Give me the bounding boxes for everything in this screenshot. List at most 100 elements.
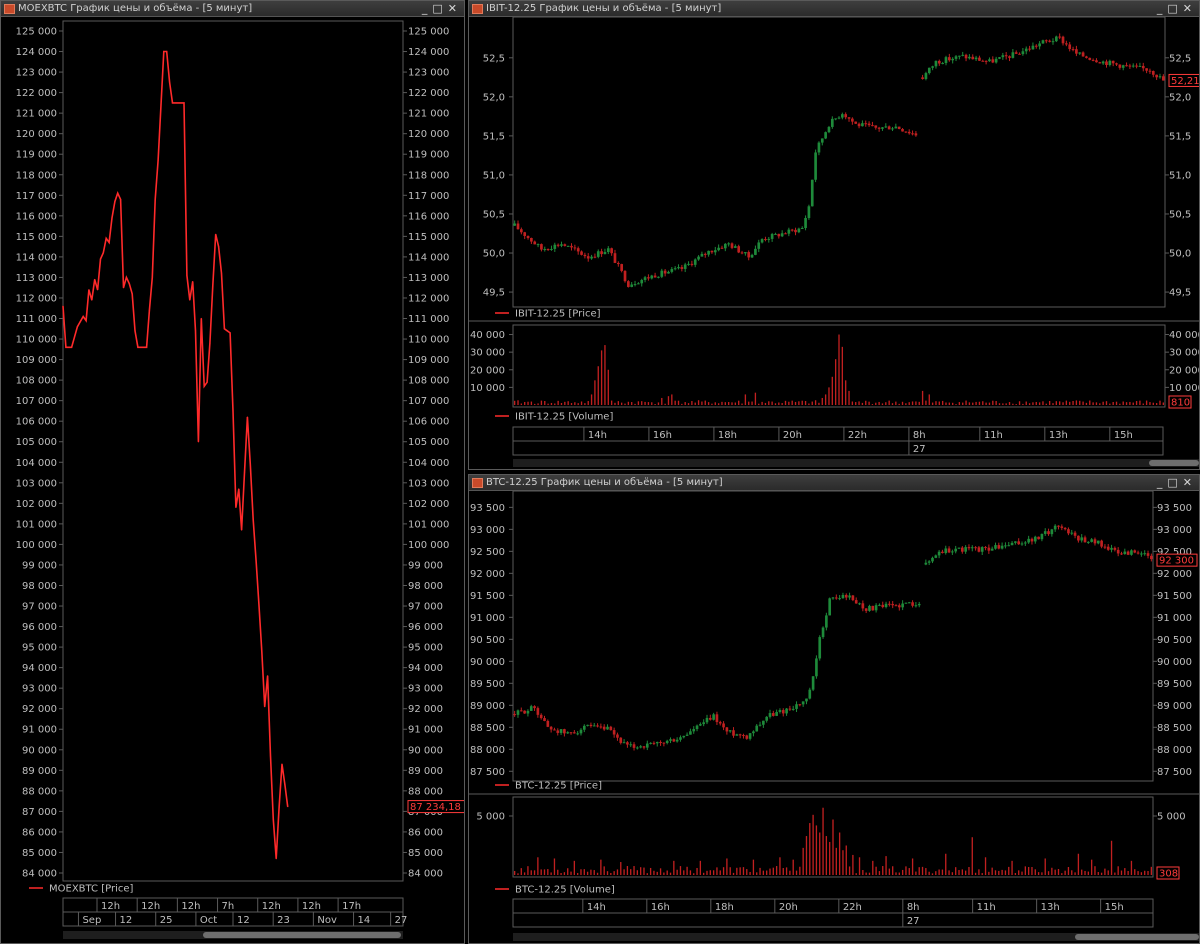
volume-bar xyxy=(1057,868,1060,875)
candle-body xyxy=(560,244,563,246)
moex-price-point xyxy=(249,463,251,465)
volume-bar xyxy=(1072,400,1074,405)
volume-bar xyxy=(673,860,675,875)
candle-body xyxy=(570,245,573,248)
volume-bar xyxy=(779,857,781,875)
volume-bar xyxy=(540,869,542,875)
candle-body xyxy=(1110,547,1113,550)
y-tick-label: 92 500 xyxy=(470,547,505,558)
volume-bar xyxy=(1067,867,1070,875)
volume-bar xyxy=(712,870,715,875)
candle-body xyxy=(725,727,729,732)
candle-body xyxy=(801,701,805,705)
moex-titlebar[interactable]: MOEXBTC График цены и объёма - [5 минут]… xyxy=(1,1,464,17)
moex-title: MOEXBTC График цены и объёма - [5 минут] xyxy=(18,3,253,14)
candle-body xyxy=(784,233,787,235)
volume-bar xyxy=(778,402,780,405)
minimize-icon[interactable]: _ xyxy=(421,2,433,15)
moex-price-point xyxy=(94,278,96,281)
scrollbar-thumb[interactable] xyxy=(1075,934,1199,940)
minimize-icon[interactable]: _ xyxy=(1156,2,1168,15)
volume-bar xyxy=(1065,400,1068,405)
close-icon[interactable]: ✕ xyxy=(1182,2,1197,15)
candle-body xyxy=(815,658,818,677)
scrollbar-thumb[interactable] xyxy=(203,932,401,938)
volume-bar xyxy=(788,401,790,405)
y-tick-label: 87 500 xyxy=(470,767,505,778)
volume-bar xyxy=(812,814,814,875)
volume-bar xyxy=(1045,403,1047,405)
candle-body xyxy=(1080,537,1084,541)
close-icon[interactable]: ✕ xyxy=(1182,476,1197,489)
ibit-chart[interactable]: 49,5 49,5 50,0 50,0 50,5 50,5 51,0 51,0 51,5 51,5… xyxy=(469,17,1199,469)
volume-bar xyxy=(815,825,818,875)
candle-body xyxy=(1083,537,1087,543)
candle-body xyxy=(954,56,958,59)
candle-body xyxy=(937,551,941,556)
candle-body xyxy=(750,254,754,258)
moex-chart[interactable]: 84 000 84 000 85 000 85 000 86 000 86 000 87 0… xyxy=(1,17,464,943)
minimize-icon[interactable]: _ xyxy=(1156,476,1168,489)
moex-price-point xyxy=(235,506,237,509)
volume-bar xyxy=(835,847,837,875)
candle-body xyxy=(693,259,697,265)
volume-bar xyxy=(961,869,963,875)
time-axis-date-label: 12 xyxy=(120,915,133,926)
candle-body xyxy=(804,217,807,228)
maximize-icon[interactable]: □ xyxy=(1167,2,1183,15)
candle-body xyxy=(639,746,642,748)
moex-price-point xyxy=(192,280,194,283)
ibit-titlebar[interactable]: IBIT-12.25 График цены и объёма - [5 мин… xyxy=(469,1,1199,17)
y-tick-label: 120 000 xyxy=(408,129,449,140)
candle-body xyxy=(911,602,914,606)
volume-bar xyxy=(809,823,811,875)
volume-bar xyxy=(945,402,947,405)
candle-body xyxy=(616,734,619,738)
y-tick-label: 91 000 xyxy=(470,613,505,624)
close-icon[interactable]: ✕ xyxy=(447,2,462,15)
volume-bar xyxy=(918,401,920,405)
volume-bar xyxy=(794,401,797,405)
volume-bar xyxy=(527,866,529,875)
moex-window[interactable]: MOEXBTC График цены и объёма - [5 минут]… xyxy=(0,0,465,944)
moex-price-point xyxy=(131,293,133,295)
maximize-icon[interactable]: □ xyxy=(432,2,448,15)
volume-bar xyxy=(1002,403,1004,405)
volume-bar xyxy=(659,868,662,875)
volume-bar xyxy=(766,870,768,875)
moex-price-point xyxy=(186,274,188,276)
candle-body xyxy=(1071,49,1075,51)
y-tick-label: 118 000 xyxy=(408,170,449,181)
moex-horizontal-scrollbar[interactable] xyxy=(63,931,403,939)
candle-body xyxy=(774,233,777,235)
maximize-icon[interactable]: □ xyxy=(1167,476,1183,489)
candle-body xyxy=(874,125,878,128)
moex-price-point xyxy=(145,346,148,348)
y-tick-label: 91 000 xyxy=(408,725,443,736)
moex-price-point xyxy=(200,317,202,320)
candle-body xyxy=(830,118,834,127)
ibit-horizontal-scrollbar[interactable] xyxy=(513,459,1199,467)
moex-price-point xyxy=(148,309,151,311)
volume-bar xyxy=(1042,401,1044,405)
candle-body xyxy=(771,713,775,716)
volume-bar xyxy=(955,867,957,875)
y-tick-label: 97 000 xyxy=(22,602,57,613)
scrollbar-thumb[interactable] xyxy=(1149,460,1199,466)
btc-titlebar[interactable]: BTC-12.25 График цены и объёма - [5 мину… xyxy=(469,475,1199,491)
volume-bar xyxy=(587,401,589,405)
volume-bar xyxy=(647,402,650,405)
y-tick-label: 94 000 xyxy=(22,663,57,674)
ibit-window[interactable]: IBIT-12.25 График цены и объёма - [5 мин… xyxy=(468,0,1200,470)
btc-horizontal-scrollbar[interactable] xyxy=(513,933,1199,941)
volume-bar xyxy=(600,350,603,405)
candle-body xyxy=(677,267,680,269)
btc-chart[interactable]: 87 500 87 500 88 000 88 000 88 500 88 500 89 0… xyxy=(469,491,1199,943)
volume-bar xyxy=(789,870,791,875)
candle-body xyxy=(984,547,987,549)
volume-bar xyxy=(938,401,940,405)
candle-body xyxy=(745,735,749,739)
btc-window[interactable]: BTC-12.25 График цены и объёма - [5 мину… xyxy=(468,474,1200,944)
candle-body xyxy=(861,603,865,609)
volume-bar xyxy=(706,870,708,875)
